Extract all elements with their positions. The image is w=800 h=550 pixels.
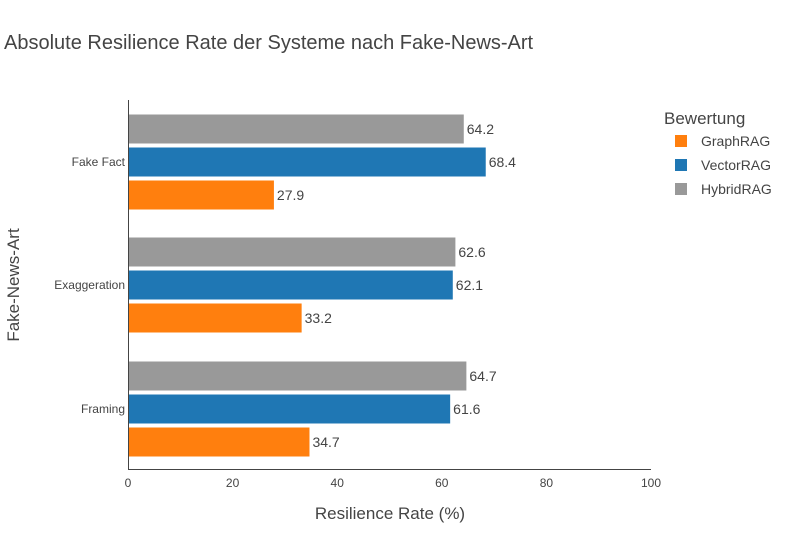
bar-graphrag-exaggeration xyxy=(128,303,302,333)
bar-hybridrag-framing xyxy=(128,361,467,391)
bar-vectorrag-framing xyxy=(128,394,451,424)
x-tick-label-40: 40 xyxy=(331,476,345,490)
legend-title: Bewertung xyxy=(664,109,745,128)
legend-label-vectorrag: VectorRAG xyxy=(701,157,771,173)
bar-vectorrag-exaggeration xyxy=(128,270,453,300)
bar-vectorrag-fake-fact xyxy=(128,147,486,177)
value-label-hybridrag-framing: 64.7 xyxy=(469,368,496,384)
category-label-exaggeration: Exaggeration xyxy=(54,278,125,292)
legend-label-graphrag: GraphRAG xyxy=(701,133,770,149)
value-label-vectorrag-fake-fact: 68.4 xyxy=(489,154,516,170)
bar-graphrag-fake-fact xyxy=(128,180,274,210)
bar-graphrag-framing xyxy=(128,427,310,457)
legend-label-hybridrag: HybridRAG xyxy=(701,181,772,197)
x-ticks-group: 0 20 40 60 80 100 xyxy=(125,476,662,490)
value-label-hybridrag-fake-fact: 64.2 xyxy=(467,121,494,137)
bar-hybridrag-exaggeration xyxy=(128,237,456,267)
category-labels-group: Fake Fact Exaggeration Framing xyxy=(54,155,125,416)
x-tick-label-20: 20 xyxy=(226,476,240,490)
x-tick-label-60: 60 xyxy=(435,476,449,490)
chart-title: Absolute Resilience Rate der Systeme nac… xyxy=(4,32,534,54)
value-label-graphrag-fake-fact: 27.9 xyxy=(277,187,304,203)
category-label-fake-fact: Fake Fact xyxy=(72,155,126,169)
x-tick-label-80: 80 xyxy=(540,476,554,490)
x-tick-label-0: 0 xyxy=(125,476,132,490)
value-label-vectorrag-framing: 61.6 xyxy=(453,401,480,417)
value-label-hybridrag-exaggeration: 62.6 xyxy=(458,244,485,260)
value-label-vectorrag-exaggeration: 62.1 xyxy=(456,277,483,293)
legend: Bewertung GraphRAG VectorRAG HybridRAG xyxy=(664,109,772,197)
legend-swatch-graphrag xyxy=(675,135,687,147)
bars-group xyxy=(128,114,486,457)
legend-swatch-vectorrag xyxy=(675,159,687,171)
x-axis-title: Resilience Rate (%) xyxy=(315,504,465,523)
category-label-framing: Framing xyxy=(81,402,125,416)
y-axis-title: Fake-News-Art xyxy=(4,228,23,342)
value-label-graphrag-exaggeration: 33.2 xyxy=(305,310,332,326)
x-tick-label-100: 100 xyxy=(641,476,661,490)
bar-hybridrag-fake-fact xyxy=(128,114,464,144)
legend-swatch-hybridrag xyxy=(675,183,687,195)
value-label-graphrag-framing: 34.7 xyxy=(312,434,339,450)
value-labels-group: 64.2 68.4 27.9 62.6 62.1 33.2 64.7 61.6 34.7 xyxy=(277,121,516,450)
